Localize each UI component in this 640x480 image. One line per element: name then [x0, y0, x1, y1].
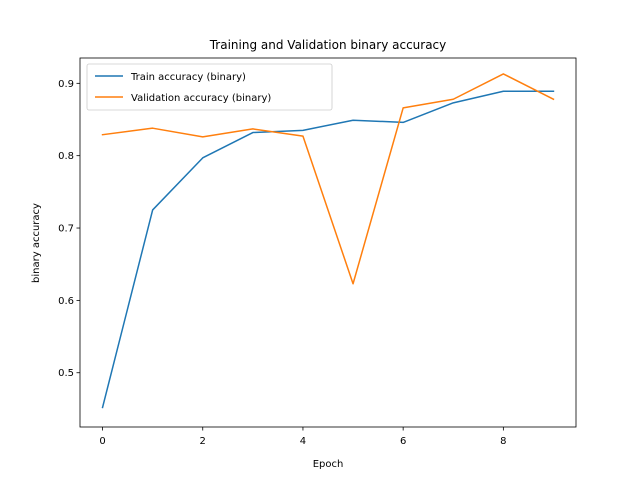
legend-label-1: Validation accuracy (binary) — [131, 93, 271, 104]
plot-area: 0 2 4 6 8 0.5 0.6 0.7 0.8 0.9 Train accuracy (bina… — [58, 57, 577, 447]
x-tick-label-2: 4 — [300, 436, 306, 447]
x-tick-label-3: 6 — [400, 436, 406, 447]
series-line-1 — [101, 73, 555, 285]
chart-title: Training and Validation binary accuracy — [209, 38, 447, 52]
axes-frame — [79, 57, 577, 428]
y-tick-label-1: 0.6 — [58, 296, 74, 307]
legend-box — [86, 63, 333, 111]
legend-label-0: Train accuracy (binary) — [130, 72, 246, 83]
x-axis-label: Epoch — [313, 459, 344, 470]
x-tick-label-1: 2 — [200, 436, 206, 447]
y-tick-label-4: 0.9 — [58, 79, 74, 90]
y-tick-label-2: 0.7 — [58, 224, 74, 235]
y-axis-label: binary accuracy — [31, 203, 42, 283]
y-tick-label-0: 0.5 — [58, 368, 74, 379]
y-tick-label-3: 0.8 — [58, 151, 74, 162]
x-tick-label-0: 0 — [99, 436, 105, 447]
series-line-0 — [101, 90, 555, 409]
x-tick-label-4: 8 — [500, 436, 506, 447]
